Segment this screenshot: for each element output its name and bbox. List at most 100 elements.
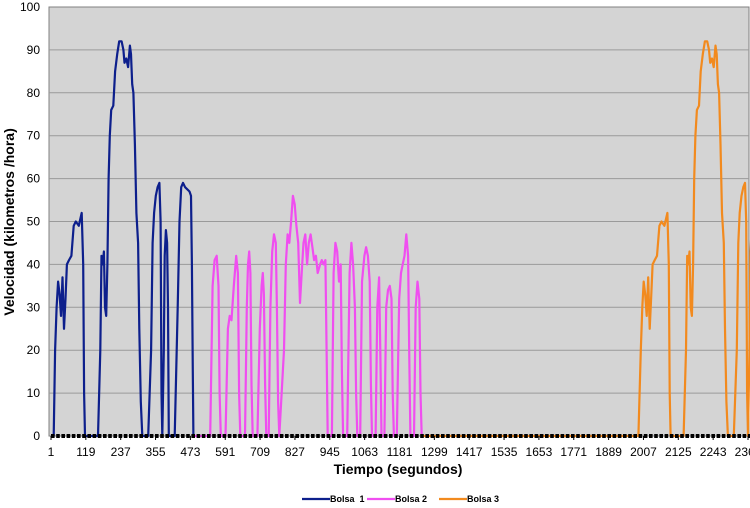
zero-marker [175, 434, 180, 438]
zero-marker [649, 434, 653, 438]
zero-marker [217, 434, 221, 438]
x-tick-label: 1653 [526, 445, 553, 459]
zero-marker [732, 434, 736, 438]
zero-marker [643, 434, 648, 438]
x-tick-label: 237 [111, 445, 131, 459]
zero-marker [685, 434, 689, 438]
x-tick-label: 709 [250, 445, 270, 459]
zero-marker [529, 434, 533, 438]
zero-marker [347, 434, 351, 438]
legend-label: Bolsa 2 [395, 494, 427, 504]
zero-marker [243, 434, 247, 438]
zero-marker [727, 434, 731, 438]
zero-marker [233, 434, 237, 438]
zero-marker [716, 434, 721, 438]
zero-marker [519, 434, 523, 438]
y-tick-label: 10 [27, 386, 41, 400]
zero-marker [477, 434, 481, 438]
zero-marker [742, 434, 747, 438]
zero-marker [56, 434, 60, 438]
zero-marker [451, 434, 455, 438]
y-tick-label: 90 [27, 43, 41, 57]
series-line-3 [423, 40, 750, 438]
x-tick-label: 119 [76, 445, 95, 459]
zero-marker [446, 434, 450, 438]
x-tick-label: 591 [215, 445, 235, 459]
x-tick-label: 1535 [491, 445, 518, 459]
zero-marker [664, 434, 669, 438]
zero-marker [222, 434, 227, 438]
zero-marker [737, 434, 741, 438]
zero-marker [160, 434, 164, 438]
zero-marker [680, 434, 684, 438]
zero-marker [331, 434, 336, 438]
zero-marker [259, 434, 263, 438]
zero-marker [155, 434, 159, 438]
y-tick-label: 40 [27, 257, 41, 271]
zero-marker [602, 434, 606, 438]
zero-marker [269, 434, 273, 438]
zero-marker [378, 434, 383, 438]
zero-marker [581, 434, 585, 438]
y-tick-label: 80 [27, 86, 41, 100]
zero-marker [591, 434, 596, 438]
zero-marker [597, 434, 601, 438]
x-tick-label: 2007 [630, 445, 657, 459]
y-tick-label: 50 [27, 215, 41, 229]
zero-marker [633, 434, 637, 438]
zero-marker [399, 434, 403, 438]
zero-marker [170, 434, 175, 438]
zero-marker [628, 434, 632, 438]
zero-marker [409, 434, 414, 438]
zero-marker [134, 434, 138, 438]
zero-marker [253, 434, 258, 438]
x-tick-label: 945 [320, 445, 340, 459]
zero-marker [61, 434, 65, 438]
zero-marker [706, 434, 710, 438]
y-axis-ticks: 0 10 20 30 40 50 60 70 80 90 100 [20, 0, 40, 443]
zero-marker [207, 434, 211, 438]
zero-marker [82, 434, 86, 438]
zero-marker [721, 434, 726, 438]
zero-marker [212, 434, 216, 438]
series-line-1 [51, 40, 195, 438]
zero-marker [389, 434, 393, 438]
zero-marker [129, 434, 133, 438]
zero-marker [97, 434, 102, 438]
y-tick-label: 30 [27, 300, 41, 314]
y-tick-label: 0 [33, 429, 40, 443]
zero-marker [368, 434, 372, 438]
zero-marker [383, 434, 388, 438]
x-tick-label: 2125 [665, 445, 692, 459]
x-tick-label: 1 [48, 445, 55, 459]
zero-marker [690, 434, 695, 438]
zero-marker [576, 434, 580, 438]
y-axis-title: Velocidad (kilometros /hora) [1, 128, 17, 316]
zero-marker [623, 434, 627, 438]
zero-marker [311, 434, 315, 438]
y-tick-label: 20 [27, 343, 41, 357]
zero-marker [654, 434, 658, 438]
x-tick-label: 1889 [595, 445, 622, 459]
zero-marker [279, 434, 284, 438]
zero-marker [415, 434, 419, 438]
zero-marker [337, 434, 341, 438]
x-tick-label: 2361 [735, 445, 750, 459]
zero-marker [430, 434, 435, 438]
zero-marker [165, 434, 169, 438]
zero-marker [181, 434, 185, 438]
zero-marker [77, 434, 81, 438]
zero-marker [71, 434, 76, 438]
zero-marker [607, 434, 611, 438]
zero-marker [524, 434, 528, 438]
zero-marker [191, 434, 195, 438]
x-tick-label: 2243 [700, 445, 727, 459]
y-tick-label: 60 [27, 172, 41, 186]
zero-marker [321, 434, 325, 438]
zero-marker [441, 434, 445, 438]
zero-marker [352, 434, 357, 438]
zero-marker [695, 434, 700, 438]
zero-marker [482, 434, 487, 438]
x-tick-label: 1063 [351, 445, 378, 459]
